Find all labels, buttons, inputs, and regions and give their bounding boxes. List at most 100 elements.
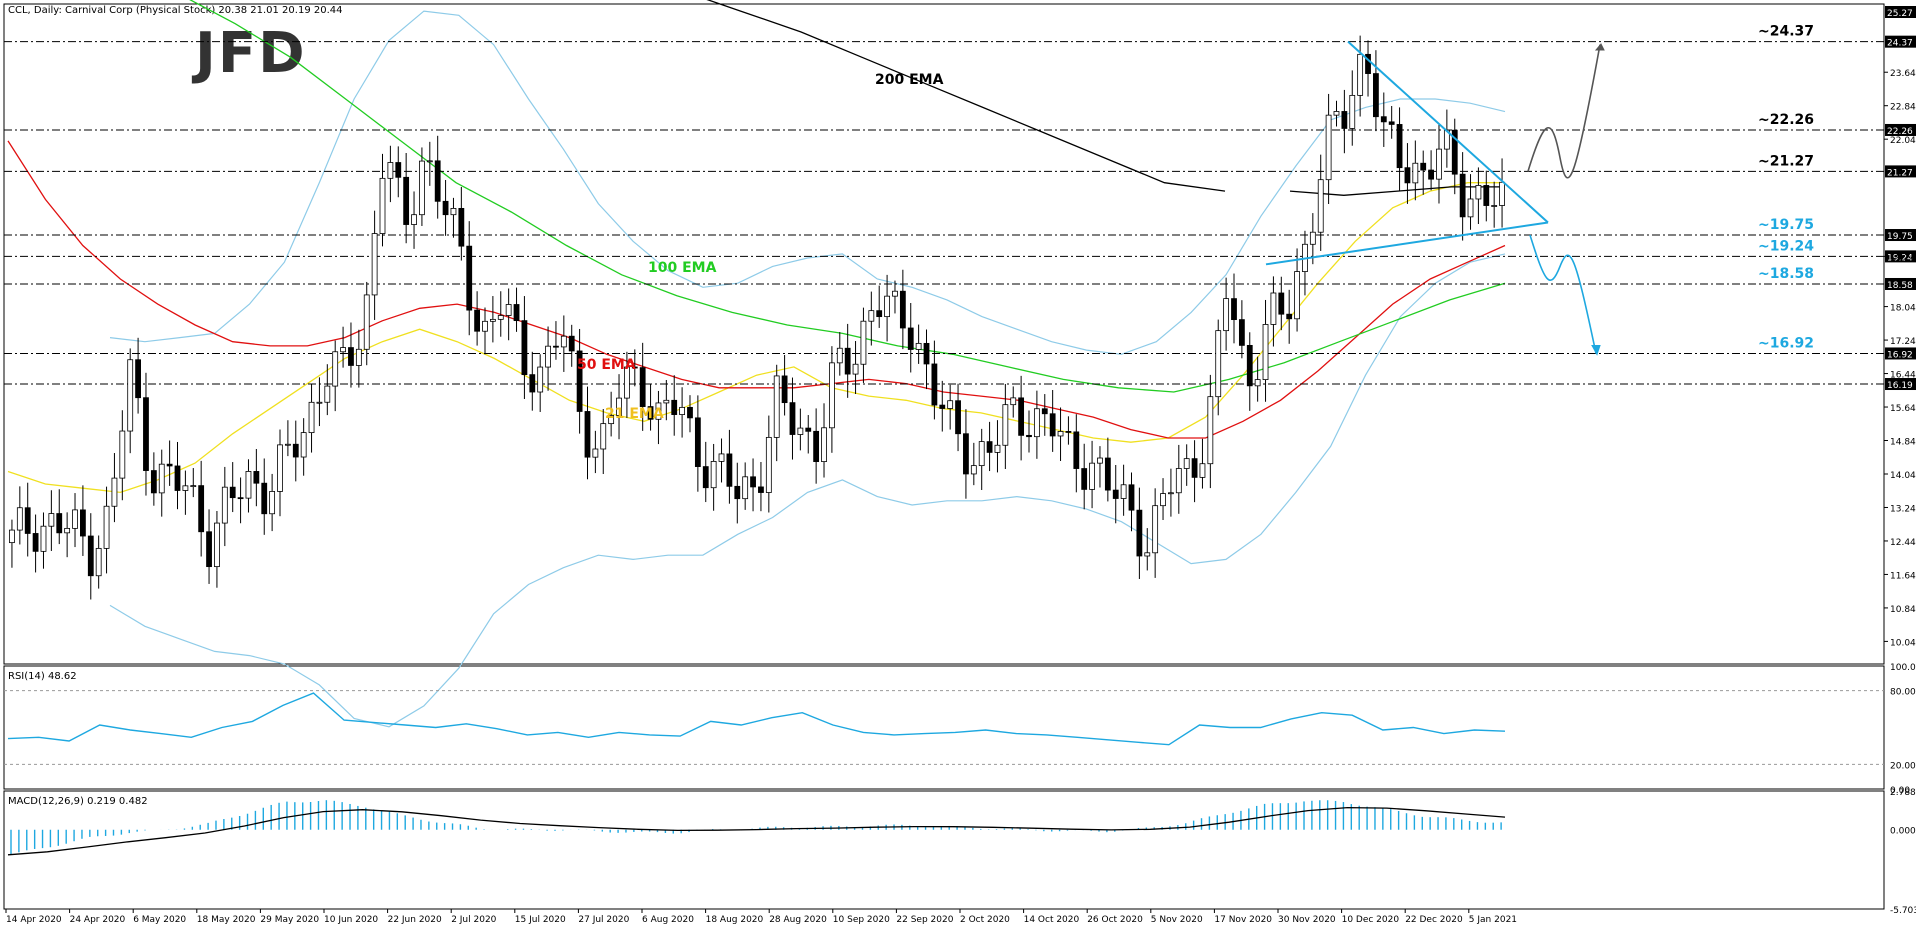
date-label: 5 Nov 2020 (1151, 915, 1203, 925)
candle-body (1049, 413, 1056, 437)
candle-body (1412, 162, 1419, 184)
candle-body (1065, 431, 1072, 433)
candle-body (363, 294, 370, 350)
candle-body (1341, 111, 1348, 129)
candle-body (1152, 505, 1159, 554)
candle-body (1073, 431, 1080, 469)
candle-body (860, 320, 867, 365)
candle-body (1246, 344, 1253, 387)
candle-body (379, 177, 386, 234)
level-label: ~18.58 (1758, 266, 1814, 282)
candle-body (489, 318, 496, 322)
level-label: ~22.26 (1758, 112, 1814, 128)
candle-body (1270, 292, 1277, 325)
date-label: 2 Oct 2020 (960, 915, 1010, 925)
price-axis: 24.37 22.26 21.27 19.75 19.24 18.58 16.92 16.19… (1884, 6, 1916, 648)
candle-body (292, 443, 299, 458)
axis-level-box (1885, 347, 1916, 360)
main-panel-frame (3, 3, 1885, 665)
ema21-label: 21 EMA (605, 406, 664, 422)
date-label: 27 Jul 2020 (578, 915, 629, 925)
candle-body (1278, 292, 1285, 315)
candle-body (647, 406, 654, 420)
price-tick-label: 16.44 (1890, 371, 1916, 381)
candle-body (229, 486, 236, 499)
candle-body (466, 245, 473, 311)
candle-body (915, 342, 922, 350)
candle-body (742, 476, 749, 500)
candle-body (1018, 397, 1025, 436)
price-tick-label: 19.24 (1890, 253, 1916, 263)
candle-body (1112, 489, 1119, 499)
candle-body (836, 347, 843, 364)
candle-body (537, 366, 544, 393)
candle-body (750, 476, 756, 488)
price-tick-label: 11.64 (1890, 571, 1916, 581)
candle-body (245, 471, 252, 499)
ema200-line (706, 0, 1226, 192)
price-tick-label: 23.64 (1890, 69, 1916, 79)
candle-body (442, 200, 449, 216)
level-label: ~21.27 (1758, 153, 1814, 169)
macd-panel: 2.788 0.000 -5.703 (7, 788, 1916, 916)
candle-body (1120, 484, 1127, 499)
candle-body (584, 411, 591, 458)
candle-body (1467, 198, 1474, 218)
candle-body (986, 441, 993, 453)
candle-body (513, 304, 520, 322)
trend-lower (1265, 221, 1549, 266)
candle-body (907, 327, 914, 350)
rsi-tick-label: 100.00 (1890, 663, 1916, 673)
candle-body (1128, 484, 1135, 511)
candle-body (679, 406, 685, 415)
axis-level-value: 22.26 (1887, 127, 1913, 137)
date-label: 18 Aug 2020 (706, 915, 764, 925)
ema200-line-recent (1289, 186, 1505, 196)
candle-body (1175, 468, 1182, 494)
arrow-up-path (1527, 44, 1601, 179)
macd-signal-line (7, 806, 1506, 856)
price-tick-label: 15.64 (1890, 404, 1916, 414)
date-label: 18 May 2020 (197, 915, 256, 925)
candle-body (1223, 298, 1230, 332)
date-label: 10 Jun 2020 (324, 915, 378, 925)
moving-averages (7, 0, 1506, 494)
candle-body (702, 466, 709, 489)
candle-body (1388, 121, 1395, 125)
candle-body (1357, 53, 1364, 96)
candle-body (505, 304, 512, 316)
candle-body (261, 482, 268, 515)
candle-body (135, 359, 141, 399)
candle-body (978, 441, 985, 467)
candle-body (1207, 396, 1214, 465)
candle-body (348, 347, 354, 366)
candle-body (1199, 463, 1206, 478)
candle-body (1191, 458, 1198, 478)
date-label: 15 Jul 2020 (515, 915, 566, 925)
candle-body (789, 402, 796, 435)
candle-body (545, 345, 551, 368)
candle-body (1309, 231, 1316, 245)
candle-body (332, 351, 339, 387)
candle-body (568, 335, 575, 352)
date-label: 26 Oct 2020 (1087, 915, 1143, 925)
candle-body (1033, 408, 1040, 438)
price-tick-label: 10.04 (1890, 638, 1916, 648)
price-tick-label: 22.84 (1890, 103, 1916, 113)
candle-body (24, 507, 31, 534)
candle-body (1010, 397, 1017, 406)
candle-body (616, 397, 622, 416)
rsi-panel-frame (3, 665, 1885, 790)
candle-body (48, 513, 55, 527)
candle-body (214, 522, 220, 568)
axis-level-value: 24.37 (1887, 39, 1913, 49)
candle-body (450, 207, 457, 216)
candle-body (884, 295, 890, 318)
macd-tick-label: -5.703 (1890, 906, 1916, 916)
ema21-line (7, 182, 1505, 494)
candle-body (773, 375, 780, 438)
candle-body (1081, 468, 1088, 490)
candle-body (1168, 492, 1174, 495)
candle-body (1365, 53, 1371, 74)
candle-body (600, 423, 607, 450)
